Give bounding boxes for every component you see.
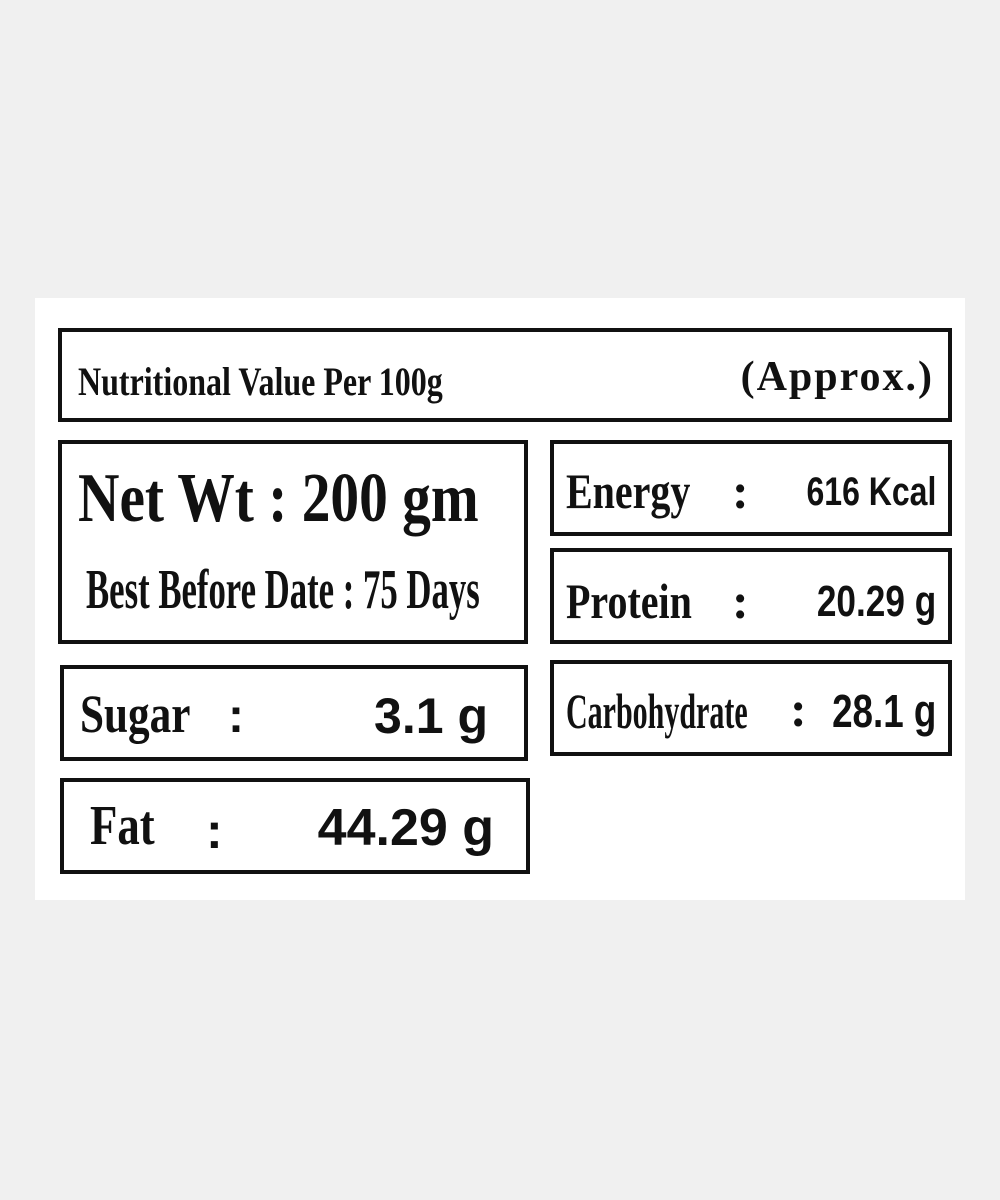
sugar-label-text: Sugar [80, 684, 191, 744]
fat-separator: : [206, 803, 223, 859]
header-note: (Approx.) [740, 354, 934, 400]
protein-box: Protein : 20.29 g [550, 548, 952, 644]
sugar-value: 3.1 g [374, 688, 488, 744]
best-before-separator: : [342, 559, 355, 621]
energy-value: 616 Kcal [806, 470, 936, 514]
fat-label: Fat [90, 798, 171, 854]
protein-label: Protein [566, 576, 723, 626]
best-before-value: 75 Days [363, 559, 480, 621]
net-weight-label: Net Wt [78, 460, 254, 537]
net-weight-value: 200 gm [301, 460, 479, 537]
energy-separator: : [732, 463, 749, 519]
fat-box: Fat : 44.29 g [60, 778, 530, 874]
carbohydrate-separator: : [790, 681, 807, 737]
carbohydrate-label: Carbohydrate [566, 686, 869, 736]
best-before-label: Best Before Date [86, 559, 335, 621]
energy-box: Energy : 616 Kcal [550, 440, 952, 536]
sugar-separator: : [228, 690, 244, 743]
net-weight: Net Wt : 200 gm [78, 464, 567, 534]
sugar-box: Sugar : 3.1 g [60, 665, 528, 761]
fat-label-text: Fat [90, 795, 155, 857]
net-weight-separator: : [268, 460, 288, 537]
energy-label-text: Energy [566, 463, 691, 519]
net-weight-line: Net Wt : 200 gm [78, 464, 479, 534]
protein-value: 20.29 g [816, 577, 936, 626]
header-title-text: Nutritional Value Per 100g [78, 359, 443, 404]
best-before-line: Best Before Date : 75 Days [86, 562, 480, 618]
best-before: Best Before Date : 75 Days [86, 562, 721, 618]
fat-value: 44.29 g [317, 799, 494, 857]
header-title: Nutritional Value Per 100g [78, 362, 534, 402]
sugar-label: Sugar [80, 687, 218, 741]
protein-separator: : [732, 573, 749, 629]
carbohydrate-value: 28.1 g [831, 685, 936, 737]
protein-label-text: Protein [566, 573, 692, 629]
carbohydrate-box: Carbohydrate : 28.1 g [550, 660, 952, 756]
net-weight-box: Net Wt : 200 gm Best Before Date : 75 Da… [58, 440, 528, 644]
energy-label: Energy [566, 466, 722, 516]
carbohydrate-label-text: Carbohydrate [566, 683, 748, 739]
header-box: Nutritional Value Per 100g (Approx.) [58, 328, 952, 422]
